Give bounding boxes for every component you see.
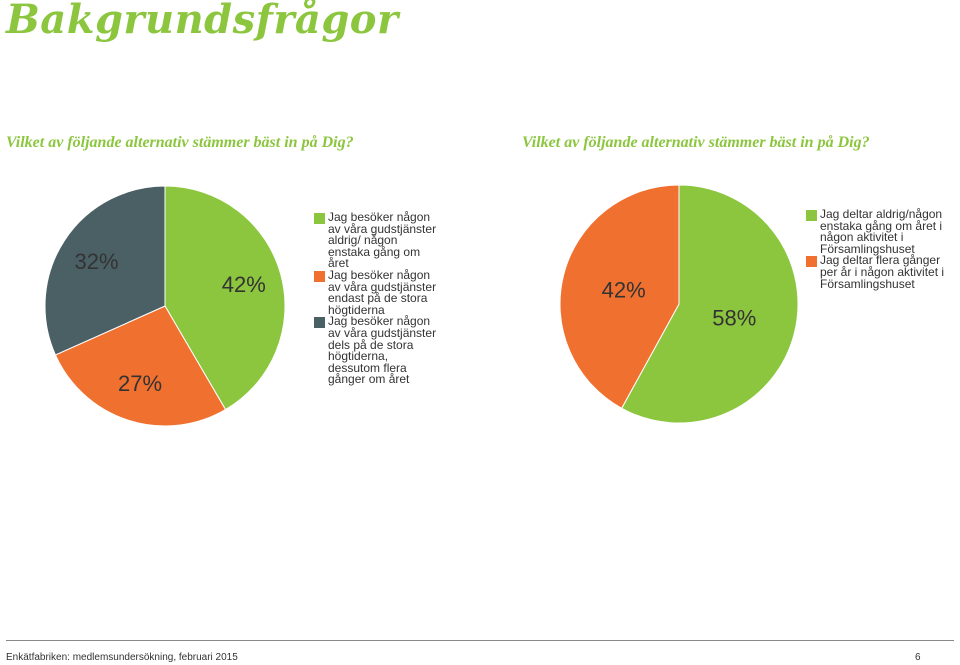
chart-2-title: Vilket av följande alternativ stämmer bä…	[522, 134, 870, 151]
pie-chart-2: 58% 42%	[559, 184, 799, 424]
chart-1-slice-3	[44, 185, 166, 356]
chart-2-legend-item-2: Jag deltar flera gånger per år i någon a…	[806, 253, 956, 291]
chart-2-slice-2	[559, 184, 680, 409]
chart-1-legend-item-1: Jag besöker någon av våra gudstjänster a…	[314, 210, 438, 271]
chart-1-legend-swatch-3	[314, 317, 325, 329]
pie-chart-1: 42% 27% 32%	[44, 185, 286, 427]
chart-1-slice-1-label: 42%	[222, 272, 266, 297]
page-number: 6	[915, 652, 921, 663]
page-title: Bakgrundsfrågor	[6, 0, 399, 43]
chart-2-slice-1	[620, 184, 799, 424]
chart-2-legend-swatch-2	[806, 256, 817, 268]
footer-text: Enkätfabriken: medlemsundersökning, febr…	[6, 652, 238, 663]
chart-2-legend-item-1: Jag deltar aldrig/någon enstaka gång om …	[806, 207, 956, 256]
chart-2-legend-swatch-1	[806, 210, 817, 221]
chart-2-slice-1-label: 58%	[712, 306, 756, 331]
chart-1-slice-3-label: 32%	[75, 249, 119, 274]
chart-1-legend-label-2: Jag besöker någon av våra gudstjänster e…	[328, 267, 437, 317]
footer-divider	[6, 640, 954, 641]
chart-2-slice-2-label: 42%	[602, 277, 646, 302]
chart-2-legend-label-1: Jag deltar aldrig/någon enstaka gång om …	[820, 207, 943, 256]
chart-1-legend: Jag besöker någon av våra gudstjänster a…	[314, 210, 438, 387]
chart-2-legend-label-2: Jag deltar flera gånger per år i någon a…	[820, 253, 945, 291]
chart-1-legend-item-2: Jag besöker någon av våra gudstjänster e…	[314, 267, 438, 317]
chart-1-legend-swatch-1	[314, 213, 325, 224]
chart-1-legend-label-3: Jag besöker någon av våra gudstjänster d…	[328, 314, 437, 387]
chart-1-slice-1	[164, 185, 286, 411]
chart-1-title: Vilket av följande alternativ stämmer bä…	[6, 134, 354, 151]
chart-2-legend: Jag deltar aldrig/någon enstaka gång om …	[806, 207, 956, 291]
chart-1-legend-label-1: Jag besöker någon av våra gudstjänster a…	[328, 210, 437, 271]
chart-1-legend-swatch-2	[314, 270, 325, 282]
chart-1-slice-2-label: 27%	[118, 371, 162, 396]
chart-1-legend-item-3: Jag besöker någon av våra gudstjänster d…	[314, 314, 438, 387]
